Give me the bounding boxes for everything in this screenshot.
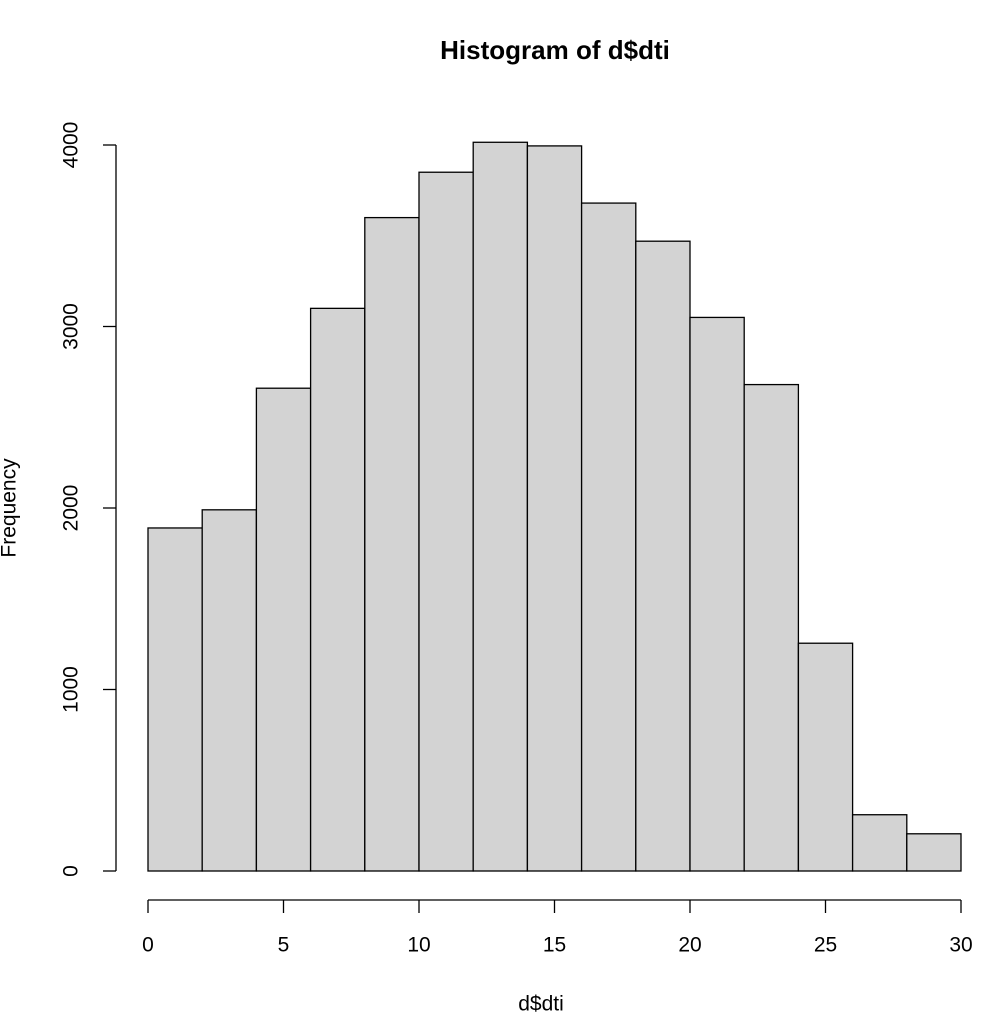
bar [201, 509, 258, 872]
x-tick-label: 10 [407, 934, 430, 957]
bar [580, 202, 637, 872]
bar [147, 527, 203, 872]
bar [418, 171, 474, 872]
y-tick-label: 0 [60, 865, 83, 877]
x-tick-label: 25 [814, 934, 837, 957]
bar [255, 387, 312, 872]
bar [364, 216, 420, 872]
bar [743, 383, 800, 872]
bar [851, 814, 908, 872]
bar [797, 642, 854, 872]
x-tick-label: 0 [142, 934, 154, 957]
bar [526, 145, 583, 872]
bar [635, 240, 691, 872]
x-tick-label: 15 [543, 934, 566, 957]
bar [472, 141, 529, 872]
x-tick-label: 20 [678, 934, 701, 957]
y-axis-label: Frequency [0, 458, 21, 558]
x-tick-label: 5 [278, 934, 290, 957]
y-tick-label: 1000 [60, 666, 83, 713]
y-tick-label: 2000 [60, 485, 83, 532]
x-tick-label: 30 [949, 934, 972, 957]
y-tick-label: 3000 [60, 303, 83, 350]
bar [906, 833, 962, 872]
chart-title: Histogram of d$dti [440, 35, 670, 65]
bar [309, 307, 366, 872]
y-tick-label: 4000 [60, 122, 83, 169]
x-axis-label: d$dti [518, 993, 564, 1016]
bar [689, 316, 745, 872]
